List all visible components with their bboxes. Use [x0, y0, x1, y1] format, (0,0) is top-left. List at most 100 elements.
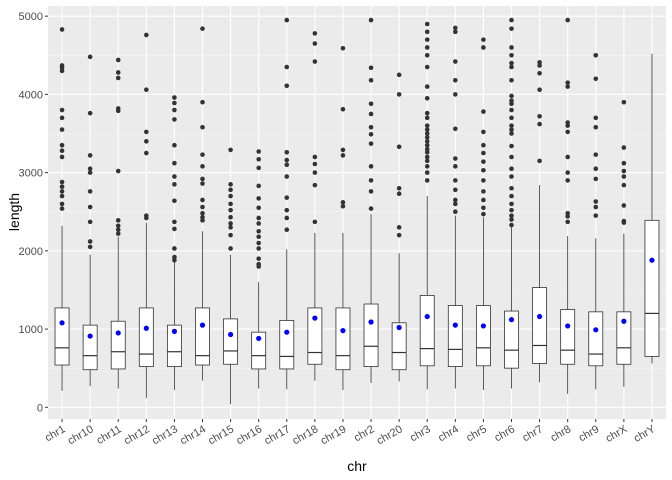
outlier-point: [312, 219, 318, 225]
outlier-point: [565, 120, 570, 125]
outlier-point: [481, 178, 486, 183]
outlier-point: [396, 144, 402, 150]
x-tick-label: chr3: [408, 423, 433, 444]
outlier-point: [424, 45, 430, 50]
mean-point: [424, 313, 430, 320]
outlier-point: [144, 32, 149, 38]
outlier-point: [593, 115, 599, 121]
mean-point: [115, 330, 121, 336]
mean-point: [593, 327, 599, 333]
mean-point: [143, 325, 149, 331]
outlier-point: [228, 187, 233, 193]
outlier-point: [144, 213, 149, 218]
outlier-point: [312, 161, 318, 167]
y-tick-label: 4000: [19, 89, 43, 101]
outlier-point: [115, 106, 121, 111]
outlier-point: [424, 95, 430, 101]
mean-point: [452, 322, 458, 328]
box-iqr: [644, 219, 660, 357]
box-iqr: [616, 311, 632, 365]
outlier-point: [87, 170, 93, 175]
outlier-point: [172, 182, 177, 187]
box-chr5: [475, 37, 491, 391]
outlier-point: [284, 83, 290, 89]
outlier-point: [256, 221, 261, 226]
outlier-point: [424, 146, 430, 152]
outlier-point: [228, 201, 233, 207]
box-iqr: [588, 311, 604, 367]
outlier-point: [396, 225, 402, 230]
box-chrX: [616, 99, 632, 387]
outlier-point: [565, 178, 570, 183]
outlier-point: [256, 215, 261, 221]
outlier-point: [200, 164, 205, 169]
outlier-point: [312, 31, 318, 36]
outlier-point: [593, 176, 599, 182]
outlier-point: [172, 100, 177, 106]
box-iqr: [251, 331, 267, 370]
outlier-point: [621, 203, 627, 208]
box-iqr: [279, 320, 295, 370]
outlier-point: [424, 164, 430, 169]
outlier-point: [424, 123, 430, 128]
mean-point: [508, 317, 515, 323]
outlier-point: [59, 193, 65, 199]
outlier-point: [256, 149, 261, 154]
outlier-point: [368, 178, 374, 183]
outlier-point: [453, 92, 458, 97]
plot-marks: [54, 17, 660, 405]
x-tick-label: chr17: [262, 423, 292, 447]
x-tick-label: chr4: [436, 423, 461, 444]
outlier-point: [453, 25, 458, 31]
box-iqr: [110, 320, 126, 370]
outlier-point: [172, 142, 177, 148]
outlier-point: [59, 107, 65, 113]
outlier-point: [565, 84, 570, 89]
box-chr15: [223, 147, 239, 405]
outlier-point: [593, 213, 599, 218]
box-chr13: [166, 95, 182, 391]
outlier-point: [509, 154, 514, 160]
outlier-point: [59, 148, 65, 154]
outlier-point: [368, 124, 374, 130]
outlier-point: [256, 205, 261, 211]
outlier-point: [200, 26, 205, 31]
outlier-point: [509, 98, 514, 103]
outlier-point: [87, 153, 93, 158]
outlier-point: [509, 60, 514, 66]
box-chr18: [307, 31, 323, 381]
mean-point: [256, 335, 262, 342]
x-tick-label: chr1: [43, 423, 68, 444]
box-iqr: [391, 322, 407, 371]
outlier-point: [509, 222, 514, 228]
outlier-point: [340, 200, 346, 205]
outlier-point: [200, 176, 205, 182]
outlier-point: [453, 187, 458, 193]
outlier-point: [284, 227, 290, 233]
mean-point: [199, 322, 206, 328]
outlier-point: [312, 59, 318, 64]
x-tick-label: chr2: [352, 423, 377, 444]
x-tick-label: chr14: [178, 423, 208, 447]
outlier-point: [537, 87, 542, 92]
outlier-point: [565, 210, 570, 216]
box-iqr: [363, 303, 379, 367]
mean-point: [59, 320, 65, 326]
outlier-point: [284, 174, 290, 179]
outlier-point: [621, 174, 627, 179]
outlier-point: [481, 45, 486, 50]
outlier-point: [621, 145, 627, 150]
box-iqr: [475, 305, 491, 367]
outlier-point: [509, 193, 514, 199]
outlier-point: [453, 201, 458, 207]
box-chr8: [560, 17, 576, 394]
outlier-point: [593, 166, 599, 171]
outlier-point: [115, 218, 121, 223]
outlier-point: [172, 95, 177, 100]
outlier-point: [424, 52, 430, 58]
x-tick-label: chr19: [319, 423, 349, 447]
x-tick-label: chrX: [604, 423, 630, 445]
outlier-point: [424, 110, 430, 116]
outlier-point: [115, 231, 121, 236]
outlier-point: [509, 201, 514, 207]
